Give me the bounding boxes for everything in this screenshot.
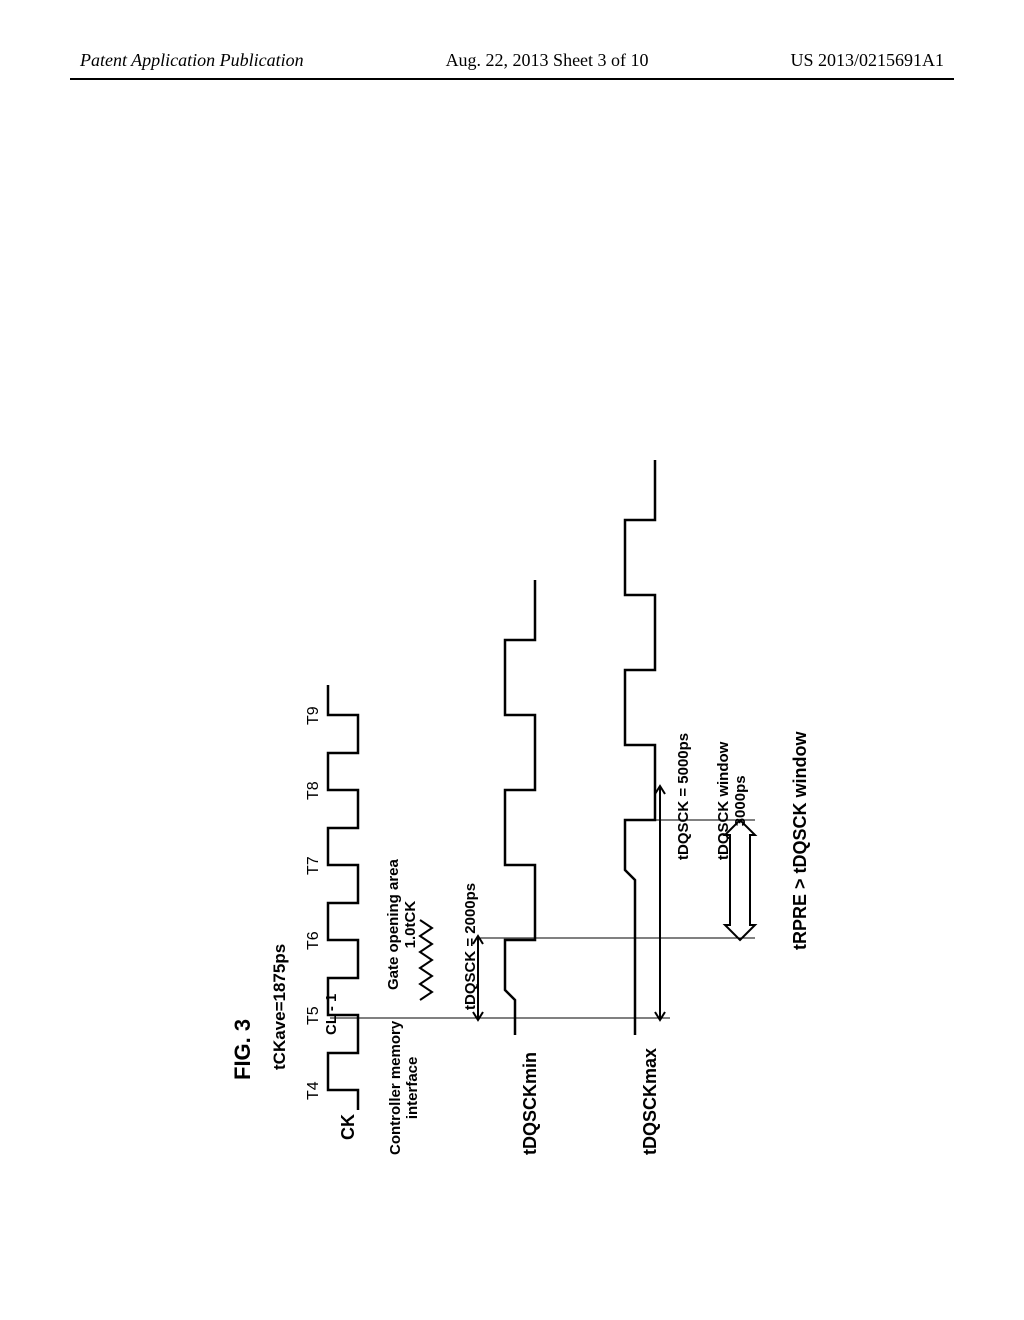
header-left: Patent Application Publication bbox=[80, 50, 304, 71]
tdqsckmax-waveform bbox=[625, 460, 655, 1035]
header-right: US 2013/0215691A1 bbox=[790, 50, 944, 71]
timing-diagram-svg bbox=[210, 180, 850, 1160]
gate-zigzag bbox=[420, 920, 432, 1000]
header-center: Aug. 22, 2013 Sheet 3 of 10 bbox=[446, 50, 649, 71]
header-divider bbox=[70, 78, 954, 80]
tdqsck-window-arrow bbox=[725, 820, 755, 940]
figure-3: FIG. 3 tCKave=1875ps CK T4 T5 T6 T7 T8 T… bbox=[210, 180, 850, 1160]
tdqsckmin-waveform bbox=[505, 580, 535, 1035]
ck-waveform bbox=[328, 685, 358, 1110]
